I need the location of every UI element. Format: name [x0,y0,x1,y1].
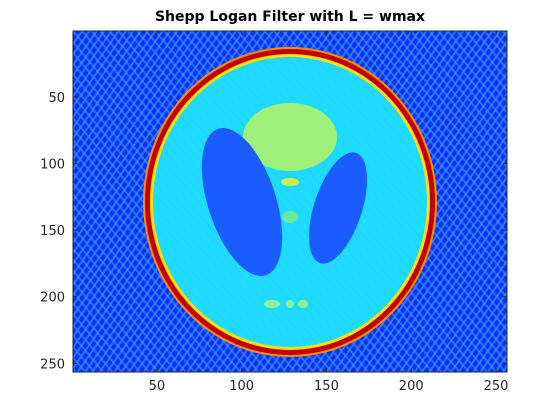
upper-ellipse [243,103,337,171]
y-axis: 50 100 150 200 250 [40,91,507,372]
y-tick-label: 250 [40,357,65,372]
small-spot-bottom-right [298,300,308,308]
figure-title: Shepp Logan Filter with L = wmax [154,9,426,25]
axes-box [72,30,508,373]
y-tick-label: 200 [40,291,65,306]
left-dark-ellipse [201,128,283,276]
small-spot-middle [282,211,298,223]
y-tick-label: 50 [48,91,65,106]
small-spot-bottom-left [264,300,280,308]
x-axis: 50 100 150 200 250 [149,31,509,394]
small-spot-bottom-center [286,300,294,308]
small-spot-top [281,178,299,186]
phantom-image [73,31,507,372]
x-tick-label: 50 [149,379,166,394]
right-dark-ellipse [308,152,368,264]
x-tick-label: 100 [229,379,254,394]
x-tick-label: 200 [399,379,424,394]
x-tick-label: 150 [314,379,339,394]
x-tick-label: 250 [484,379,509,394]
y-tick-label: 150 [40,224,65,239]
y-tick-label: 100 [40,158,65,173]
